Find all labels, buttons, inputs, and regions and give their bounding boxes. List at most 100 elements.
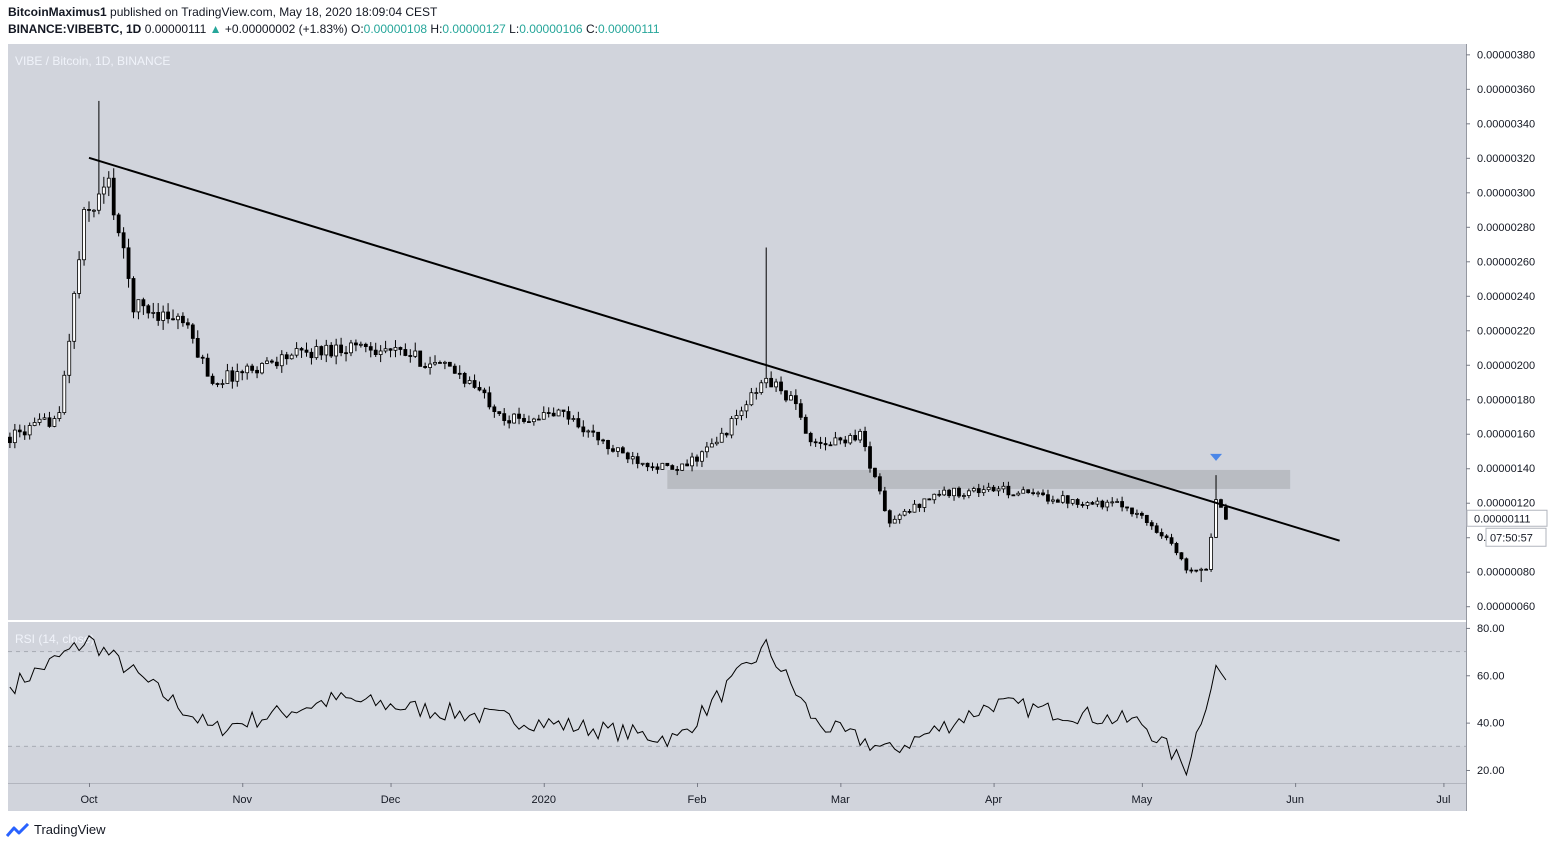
candle-body[interactable] [190, 324, 195, 339]
candle-body[interactable] [942, 489, 947, 496]
candle-body[interactable] [690, 456, 694, 467]
candle-body[interactable] [1144, 514, 1149, 523]
candle-body[interactable] [1036, 492, 1040, 495]
candle-body[interactable] [245, 365, 250, 374]
candle-body[interactable] [116, 214, 121, 234]
candle-body[interactable] [388, 348, 393, 351]
candle-body[interactable] [428, 363, 432, 368]
candle-body[interactable] [438, 362, 442, 364]
candle-body[interactable] [1070, 499, 1075, 504]
candle-body[interactable] [210, 375, 215, 384]
candle-body[interactable] [1090, 502, 1095, 505]
candle-body[interactable] [141, 299, 146, 307]
candle-body[interactable] [8, 436, 12, 444]
candle-body[interactable] [126, 247, 131, 279]
candle-body[interactable] [373, 349, 378, 355]
candle-body[interactable] [784, 390, 788, 401]
candle-body[interactable] [665, 462, 670, 466]
candle-body[interactable] [225, 370, 230, 384]
candle-body[interactable] [408, 355, 413, 357]
candle-body[interactable] [92, 209, 96, 212]
candle-body[interactable] [398, 347, 403, 350]
candle-body[interactable] [764, 377, 769, 384]
rsi-line[interactable] [9, 635, 1227, 777]
candle-body[interactable] [368, 346, 373, 351]
candle-body[interactable] [492, 406, 497, 413]
candle-body[interactable] [111, 177, 116, 216]
candle-body[interactable] [195, 338, 200, 358]
candle-body[interactable] [309, 351, 314, 359]
candle-body[interactable] [611, 448, 615, 452]
candle-body[interactable] [294, 348, 299, 356]
candle-body[interactable] [1149, 522, 1154, 527]
candle-body[interactable] [808, 432, 813, 443]
candle-body[interactable] [848, 435, 853, 444]
candle-body[interactable] [744, 404, 749, 412]
candle-body[interactable] [131, 278, 136, 313]
candle-body[interactable] [171, 318, 175, 321]
candle-body[interactable] [304, 349, 309, 353]
candle-body[interactable] [497, 411, 502, 415]
candle-body[interactable] [289, 354, 294, 360]
candle-body[interactable] [136, 299, 141, 313]
candle-body[interactable] [1051, 499, 1055, 502]
candle-body[interactable] [42, 417, 47, 420]
candle-body[interactable] [581, 426, 586, 433]
candle-body[interactable] [779, 381, 783, 392]
candle-body[interactable] [917, 503, 922, 508]
candle-body[interactable] [240, 371, 245, 374]
candle-body[interactable] [284, 354, 289, 360]
candle-body[interactable] [106, 177, 111, 188]
candle-body[interactable] [151, 312, 156, 314]
candle-body[interactable] [47, 417, 52, 427]
author-name[interactable]: BitcoinMaximus1 [8, 5, 107, 19]
candle-body[interactable] [734, 415, 739, 419]
candle-body[interactable] [220, 383, 225, 385]
candle-body[interactable] [927, 498, 932, 501]
candle-body[interactable] [625, 452, 630, 460]
candle-body[interactable] [843, 439, 848, 444]
candle-body[interactable] [363, 343, 368, 348]
candle-body[interactable] [897, 514, 902, 520]
candle-body[interactable] [339, 344, 343, 354]
candle-body[interactable] [793, 395, 798, 405]
candle-body[interactable] [324, 344, 329, 356]
candle-body[interactable] [962, 495, 966, 497]
candle-body[interactable] [176, 315, 180, 321]
candle-body[interactable] [536, 418, 541, 421]
candle-body[interactable] [1169, 537, 1174, 544]
candle-body[interactable] [1204, 568, 1209, 571]
candle-body[interactable] [868, 446, 872, 469]
candle-body[interactable] [1016, 492, 1021, 496]
candle-body[interactable] [719, 432, 724, 443]
candle-body[interactable] [1026, 489, 1031, 494]
candle-body[interactable] [739, 410, 744, 417]
candle-body[interactable] [87, 209, 91, 211]
candle-body[interactable] [1041, 492, 1045, 496]
candle-body[interactable] [932, 493, 937, 501]
candle-body[interactable] [205, 357, 210, 377]
candle-body[interactable] [616, 447, 620, 452]
candle-body[interactable] [695, 456, 699, 462]
time-axis[interactable] [8, 783, 1466, 811]
candle-body[interactable] [1110, 501, 1115, 504]
candle-body[interactable] [1164, 535, 1169, 539]
candle-body[interactable] [467, 380, 472, 384]
candle-body[interactable] [1194, 569, 1199, 572]
candle-body[interactable] [96, 193, 101, 211]
candle-body[interactable] [947, 489, 951, 497]
candle-body[interactable] [22, 431, 27, 436]
candle-body[interactable] [235, 371, 240, 382]
candle-body[interactable] [981, 489, 986, 494]
candle-body[interactable] [704, 446, 709, 453]
candle-body[interactable] [571, 418, 576, 420]
candle-body[interactable] [265, 360, 269, 364]
candle-body[interactable] [1154, 525, 1159, 533]
candle-body[interactable] [299, 348, 304, 351]
candle-body[interactable] [759, 382, 764, 393]
candle-body[interactable] [1159, 532, 1164, 537]
candle-body[interactable] [546, 412, 551, 414]
candle-body[interactable] [1184, 558, 1189, 571]
candle-body[interactable] [62, 374, 67, 413]
candle-body[interactable] [774, 381, 778, 388]
